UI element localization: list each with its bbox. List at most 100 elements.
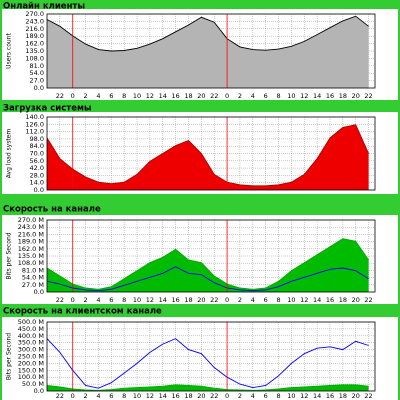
x-tick-label: 2 bbox=[84, 92, 88, 100]
y-tick-label: 300.0 M bbox=[18, 346, 44, 354]
x-tick-label: 2 bbox=[238, 392, 242, 400]
plot-border bbox=[46, 219, 376, 293]
y-tick-label: 500.0 M bbox=[18, 318, 44, 326]
y-tick-label: 100.0 M bbox=[18, 373, 44, 381]
x-tick-label: 22 bbox=[56, 92, 64, 100]
y-axis-label: Avg load system bbox=[6, 129, 13, 179]
x-tick-label: 18 bbox=[339, 92, 347, 100]
x-tick-label: 22 bbox=[210, 92, 218, 100]
y-tick-label: 350.0 M bbox=[18, 339, 44, 347]
x-tick-label: 0 bbox=[71, 392, 75, 400]
x-tick-label: 20 bbox=[197, 392, 205, 400]
y-tick-label: 42.0 bbox=[30, 164, 44, 172]
x-tick-label: 10 bbox=[287, 392, 295, 400]
y-tick-label: 14.0 bbox=[30, 179, 44, 187]
x-tick-label: 18 bbox=[339, 392, 347, 400]
line bbox=[46, 238, 369, 290]
y-tick-label: 81.0 M bbox=[22, 266, 44, 274]
plot-border bbox=[46, 13, 376, 89]
y-tick-label: 112.0 bbox=[25, 128, 44, 136]
x-tick-label: 20 bbox=[352, 296, 360, 304]
y-tick-label: 0.0 bbox=[34, 186, 44, 194]
x-tick-label: 6 bbox=[109, 392, 113, 400]
y-tick-label: 162.0 M bbox=[18, 245, 44, 253]
y-tick-label: 243.0 M bbox=[18, 223, 44, 231]
y-tick-label: 0.0 bbox=[34, 387, 44, 395]
x-tick-label: 10 bbox=[287, 296, 295, 304]
x-tick-label: 2 bbox=[84, 296, 88, 304]
x-tick-label: 12 bbox=[300, 92, 308, 100]
area bbox=[47, 384, 369, 391]
line bbox=[46, 338, 369, 389]
x-tick-label: 0 bbox=[225, 92, 229, 100]
x-tick-label: 0 bbox=[71, 92, 75, 100]
y-tick-label: 70.0 bbox=[30, 150, 44, 158]
x-tick-label: 16 bbox=[171, 296, 179, 304]
x-tick-label: 6 bbox=[264, 92, 268, 100]
x-tick-label: 10 bbox=[287, 92, 295, 100]
y-tick-label: 126.0 bbox=[25, 120, 44, 128]
x-tick-label: 8 bbox=[276, 92, 280, 100]
x-tick-label: 22 bbox=[364, 392, 372, 400]
y-tick-label: 250.0 M bbox=[18, 353, 44, 361]
y-tick-label: 98.0 bbox=[30, 135, 44, 143]
y-tick-label: 0.0 bbox=[34, 84, 44, 92]
y-tick-label: 108.0 M bbox=[18, 259, 44, 267]
chart-title: Скорость на канале bbox=[3, 205, 101, 215]
x-tick-label: 22 bbox=[364, 296, 372, 304]
y-tick-label: 216.0 M bbox=[18, 230, 44, 238]
chart-title: Онлайн клиенты bbox=[3, 2, 85, 12]
x-tick-label: 8 bbox=[276, 296, 280, 304]
chart-title: Загрузка системы bbox=[3, 104, 92, 114]
x-tick-label: 8 bbox=[122, 92, 126, 100]
area bbox=[47, 238, 369, 292]
y-tick-label: 135.0 bbox=[25, 47, 44, 55]
y-tick-label: 400.0 M bbox=[18, 332, 44, 340]
x-tick-label: 6 bbox=[264, 296, 268, 304]
x-tick-label: 8 bbox=[122, 392, 126, 400]
y-tick-label: 270.0 bbox=[25, 10, 44, 18]
x-tick-label: 4 bbox=[96, 392, 100, 400]
y-tick-label: 200.0 M bbox=[18, 359, 44, 367]
x-tick-label: 14 bbox=[313, 392, 321, 400]
chart-title: Скорость на клиентском канале bbox=[3, 307, 162, 317]
x-tick-label: 4 bbox=[251, 296, 255, 304]
line bbox=[46, 384, 369, 391]
x-tick-label: 14 bbox=[159, 296, 167, 304]
plot-border bbox=[46, 116, 376, 191]
x-tick-label: 6 bbox=[109, 92, 113, 100]
y-tick-label: 81.0 bbox=[30, 62, 44, 70]
y-axis-label: Bits per Second bbox=[6, 333, 13, 380]
x-tick-label: 18 bbox=[184, 392, 192, 400]
x-tick-label: 4 bbox=[251, 92, 255, 100]
y-tick-label: 162.0 bbox=[25, 40, 44, 48]
y-tick-label: 56.0 bbox=[30, 157, 44, 165]
x-tick-label: 10 bbox=[133, 392, 141, 400]
x-tick-label: 12 bbox=[300, 392, 308, 400]
x-tick-label: 14 bbox=[159, 92, 167, 100]
x-tick-label: 14 bbox=[313, 92, 321, 100]
y-tick-label: 50.0 M bbox=[22, 380, 44, 388]
y-tick-label: 27.0 M bbox=[22, 281, 44, 289]
y-tick-label: 140.0 bbox=[25, 113, 44, 121]
x-tick-label: 22 bbox=[364, 92, 372, 100]
x-tick-label: 18 bbox=[339, 296, 347, 304]
x-tick-label: 16 bbox=[326, 392, 334, 400]
y-tick-label: 189.0 bbox=[25, 32, 44, 40]
y-tick-label: 54.0 M bbox=[22, 274, 44, 282]
x-tick-label: 8 bbox=[276, 392, 280, 400]
x-tick-label: 8 bbox=[122, 296, 126, 304]
y-tick-label: 108.0 bbox=[25, 54, 44, 62]
y-axis-label: Users count bbox=[6, 33, 13, 69]
x-tick-label: 16 bbox=[171, 92, 179, 100]
x-tick-label: 10 bbox=[133, 92, 141, 100]
y-tick-label: 243.0 bbox=[25, 17, 44, 25]
x-tick-label: 0 bbox=[225, 296, 229, 304]
x-tick-label: 0 bbox=[71, 296, 75, 304]
x-tick-label: 10 bbox=[133, 296, 141, 304]
x-tick-label: 2 bbox=[238, 92, 242, 100]
x-tick-label: 22 bbox=[210, 392, 218, 400]
line bbox=[46, 124, 370, 187]
